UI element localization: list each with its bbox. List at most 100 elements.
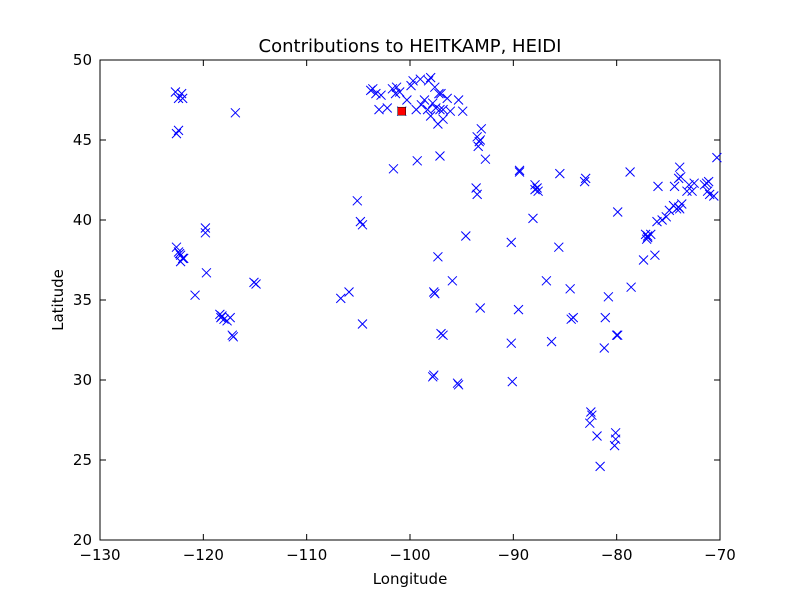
plot-area xyxy=(99,59,721,541)
data-point xyxy=(177,253,188,264)
data-point xyxy=(579,176,590,187)
data-point xyxy=(472,189,483,200)
data-point xyxy=(412,155,423,166)
data-point xyxy=(453,379,464,390)
data-point xyxy=(684,179,694,190)
data-point xyxy=(584,418,595,429)
data-point xyxy=(587,410,597,421)
data-point xyxy=(376,90,386,101)
data-point xyxy=(513,304,524,315)
data-point xyxy=(335,293,346,304)
data-point xyxy=(230,107,241,118)
data-point xyxy=(415,74,426,85)
data-point xyxy=(689,178,700,189)
data-point xyxy=(625,167,635,177)
data-point xyxy=(546,336,557,347)
data-point xyxy=(430,103,441,113)
data-point xyxy=(553,242,564,253)
data-point xyxy=(216,312,226,323)
data-point xyxy=(352,195,363,206)
data-point xyxy=(429,288,440,299)
data-point xyxy=(626,282,636,293)
data-point xyxy=(585,407,596,417)
data-point xyxy=(650,250,660,261)
data-point xyxy=(599,343,610,353)
data-point xyxy=(530,179,540,190)
x-tick-label: −80 xyxy=(601,546,633,564)
data-point xyxy=(653,181,663,192)
y-tick-label: 45 xyxy=(73,131,92,149)
data-point xyxy=(433,119,443,129)
y-tick-label: 40 xyxy=(73,211,92,229)
data-point xyxy=(661,211,672,222)
data-point xyxy=(406,80,416,91)
data-point xyxy=(225,312,236,323)
data-point xyxy=(611,330,622,341)
x-tick-label: −100 xyxy=(389,546,430,564)
data-point xyxy=(447,275,458,286)
data-point xyxy=(394,87,405,97)
y-tick-label: 25 xyxy=(73,451,92,469)
data-point xyxy=(669,181,680,192)
data-point xyxy=(442,93,453,104)
data-point xyxy=(170,87,181,97)
data-point xyxy=(638,255,649,265)
data-point xyxy=(682,186,692,197)
data-point xyxy=(506,338,517,349)
data-point xyxy=(382,103,393,113)
data-point xyxy=(642,231,653,241)
data-point xyxy=(506,237,517,248)
data-point xyxy=(476,123,487,134)
data-point xyxy=(177,93,188,104)
data-point xyxy=(645,229,656,240)
y-axis-label: Latitude xyxy=(49,269,67,331)
data-point xyxy=(251,279,261,289)
x-tick-label: −70 xyxy=(704,546,736,564)
data-point xyxy=(612,330,623,341)
data-point xyxy=(674,162,685,173)
data-point xyxy=(355,216,366,227)
axis-ticks xyxy=(99,59,721,541)
data-point xyxy=(427,98,438,109)
data-point xyxy=(528,213,538,224)
data-point xyxy=(568,312,579,323)
data-point xyxy=(419,95,430,105)
data-point xyxy=(171,242,182,253)
data-point xyxy=(435,151,445,161)
tick-labels: −130 −120 −110 −100 −90 −80 −70 20 25 30 35 40 45 50 xyxy=(73,51,736,564)
data-point xyxy=(388,163,399,174)
data-point xyxy=(712,152,722,163)
data-point xyxy=(603,291,614,302)
data-point xyxy=(201,267,212,278)
data-point xyxy=(171,128,182,139)
data-point xyxy=(422,104,433,115)
chart-title: Contributions to HEITKAMP, HEIDI xyxy=(259,36,562,57)
data-point xyxy=(595,461,605,472)
data-point xyxy=(173,125,184,136)
data-point xyxy=(533,186,543,197)
data-point xyxy=(708,191,719,201)
y-tick-label: 50 xyxy=(73,51,92,69)
data-point xyxy=(219,314,229,325)
data-point xyxy=(453,95,464,105)
data-point xyxy=(367,83,378,94)
data-point xyxy=(434,88,444,99)
highlight-point xyxy=(397,106,406,116)
data-point xyxy=(580,173,591,184)
data-point xyxy=(425,72,436,83)
data-point xyxy=(433,251,443,262)
data-point xyxy=(673,173,684,184)
y-tick-label: 35 xyxy=(73,291,92,309)
y-tick-label: 30 xyxy=(73,371,92,389)
data-point xyxy=(445,106,456,117)
data-point xyxy=(514,165,525,176)
data-point xyxy=(357,219,368,230)
data-point xyxy=(190,290,200,301)
data-point xyxy=(514,167,525,177)
data-point xyxy=(600,312,611,323)
data-point xyxy=(687,186,697,197)
data-point xyxy=(228,331,239,342)
data-point xyxy=(652,216,662,227)
data-point xyxy=(702,186,713,197)
